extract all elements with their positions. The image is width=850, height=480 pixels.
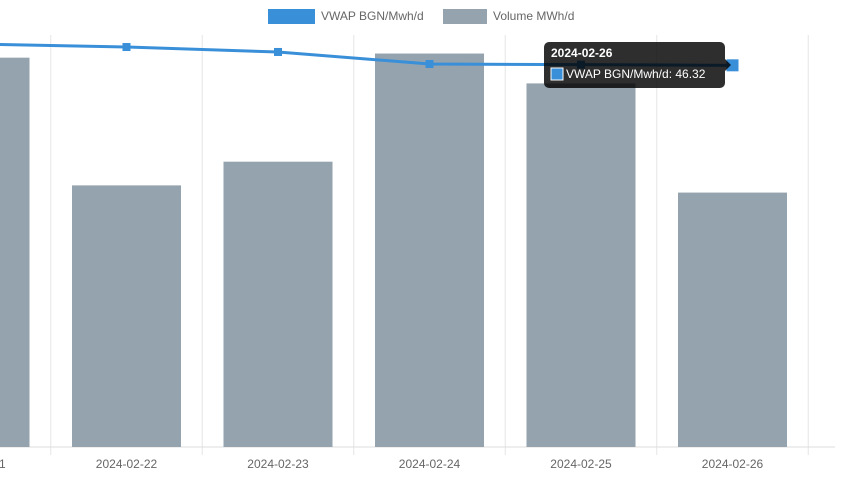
x-tick-label: 2024-02-21 [0,457,6,471]
x-tick-label: 2024-02-22 [96,457,158,471]
tooltip-swatch [550,67,564,81]
bar [223,161,333,447]
point [274,47,282,56]
x-tick-label: 2024-02-26 [702,457,764,471]
legend-label: VWAP BGN/Mwh/d [321,9,424,23]
tooltip-box [544,42,725,88]
x-tick-label: 2024-02-24 [399,457,461,471]
x-tick-label: 2024-02-23 [247,457,309,471]
tooltip: 2024-02-26 VWAP BGN/Mwh/d: 46.32 [544,42,731,88]
bar [526,83,636,447]
tooltip-caret [725,59,731,71]
point [122,43,131,52]
bar [678,192,787,447]
tooltip-title: 2024-02-26 [551,46,613,60]
point [726,59,739,72]
legend-swatch [268,9,315,24]
bar [72,185,181,447]
legend-label: Volume MWh/d [493,9,574,23]
bar [0,57,30,447]
legend-swatch [443,9,487,24]
plot [0,43,787,447]
tooltip-text: VWAP BGN/Mwh/d: 46.32 [566,67,706,81]
bar [375,53,484,447]
point [425,60,434,69]
x-tick-label: 2024-02-25 [550,457,612,471]
